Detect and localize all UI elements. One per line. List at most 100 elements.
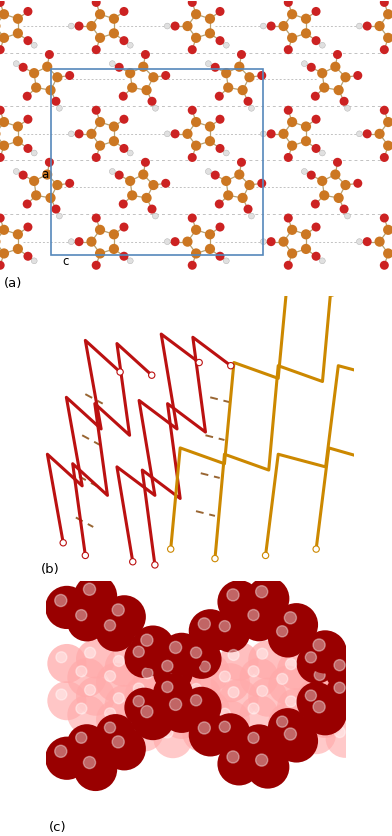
Circle shape [127, 84, 137, 94]
Circle shape [52, 73, 62, 84]
Circle shape [142, 86, 152, 96]
Circle shape [0, 10, 9, 20]
Circle shape [312, 145, 321, 154]
Circle shape [223, 258, 229, 264]
Circle shape [257, 686, 268, 696]
Circle shape [326, 681, 365, 721]
Circle shape [42, 171, 53, 181]
Circle shape [83, 584, 96, 595]
Circle shape [305, 691, 316, 701]
Circle shape [205, 230, 215, 240]
Circle shape [112, 736, 124, 748]
Circle shape [363, 238, 372, 247]
Circle shape [55, 594, 67, 607]
Circle shape [205, 29, 215, 39]
Circle shape [83, 757, 96, 768]
Circle shape [334, 86, 344, 96]
Circle shape [56, 689, 67, 700]
Circle shape [306, 662, 345, 701]
Circle shape [191, 226, 201, 236]
Circle shape [119, 93, 128, 102]
Circle shape [240, 658, 279, 697]
Circle shape [228, 650, 239, 660]
Text: (b): (b) [41, 563, 60, 575]
Circle shape [104, 722, 116, 733]
Circle shape [275, 720, 318, 762]
Text: a: a [42, 168, 49, 181]
Circle shape [68, 239, 74, 245]
Circle shape [334, 682, 345, 694]
Circle shape [85, 648, 96, 659]
Circle shape [171, 23, 180, 32]
Circle shape [161, 72, 170, 81]
Circle shape [45, 586, 89, 630]
Circle shape [92, 0, 101, 8]
Circle shape [142, 194, 152, 204]
Circle shape [127, 258, 133, 264]
Circle shape [109, 62, 115, 68]
Circle shape [198, 722, 211, 734]
Circle shape [237, 51, 246, 60]
Circle shape [260, 239, 266, 245]
Circle shape [312, 8, 321, 17]
Circle shape [149, 373, 155, 379]
Circle shape [257, 72, 266, 81]
Circle shape [74, 575, 117, 618]
Circle shape [191, 141, 201, 151]
Circle shape [333, 51, 342, 60]
Circle shape [220, 708, 230, 719]
Circle shape [267, 130, 276, 139]
Circle shape [188, 46, 197, 55]
Circle shape [56, 106, 62, 112]
Circle shape [287, 33, 297, 44]
Circle shape [246, 746, 289, 788]
Circle shape [268, 665, 307, 705]
Circle shape [109, 170, 115, 176]
Circle shape [24, 252, 33, 262]
Circle shape [334, 194, 344, 204]
Text: (c): (c) [49, 820, 67, 833]
Circle shape [256, 586, 268, 598]
Circle shape [74, 130, 83, 139]
Circle shape [277, 626, 288, 637]
Circle shape [188, 154, 197, 163]
Circle shape [353, 180, 362, 189]
Circle shape [228, 687, 239, 698]
Circle shape [112, 604, 124, 616]
Circle shape [237, 159, 246, 167]
Circle shape [220, 671, 230, 682]
Circle shape [65, 180, 74, 189]
Circle shape [86, 130, 96, 140]
Circle shape [162, 660, 173, 671]
Circle shape [191, 695, 201, 706]
Circle shape [268, 703, 307, 742]
Circle shape [211, 701, 250, 740]
Circle shape [205, 122, 215, 132]
Circle shape [287, 141, 297, 151]
Circle shape [182, 675, 221, 715]
Circle shape [76, 677, 115, 716]
Circle shape [24, 145, 33, 154]
Circle shape [95, 141, 105, 151]
Circle shape [244, 181, 254, 191]
Circle shape [131, 697, 174, 741]
Circle shape [216, 223, 225, 232]
Circle shape [374, 22, 385, 32]
Circle shape [216, 37, 225, 46]
Circle shape [164, 239, 170, 245]
Circle shape [240, 696, 279, 734]
Circle shape [243, 98, 252, 107]
Circle shape [285, 659, 296, 670]
Circle shape [131, 625, 174, 669]
Circle shape [223, 43, 229, 49]
Circle shape [191, 118, 201, 128]
Circle shape [68, 132, 74, 138]
Circle shape [326, 719, 365, 758]
Circle shape [191, 647, 201, 659]
Circle shape [161, 180, 170, 189]
Circle shape [0, 262, 5, 271]
Circle shape [67, 696, 106, 735]
Circle shape [301, 122, 311, 132]
Circle shape [340, 73, 350, 84]
Circle shape [284, 612, 296, 624]
